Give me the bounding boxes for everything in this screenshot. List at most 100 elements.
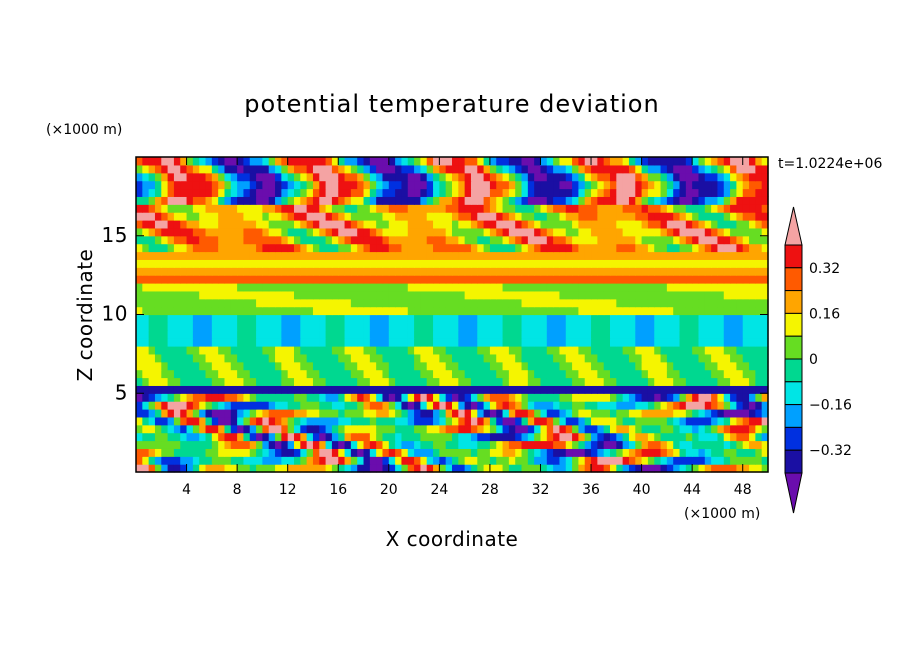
heatmap-cell [230,227,238,237]
heatmap-cell [692,361,700,371]
heatmap-cell [199,306,207,316]
heatmap-cell [230,330,238,339]
heatmap-cell [616,298,624,308]
heatmap-cell [205,456,213,465]
heatmap-cell [654,393,662,402]
heatmap-cell [584,440,592,449]
heatmap-cell [730,196,737,205]
heatmap-cell [148,227,156,237]
heatmap-cell [382,267,390,276]
heatmap-cell [148,361,156,371]
heatmap-cell [180,456,188,465]
heatmap-cell [496,401,504,410]
heatmap-cell [540,275,548,284]
heatmap-cell [325,283,333,292]
heatmap-cell [578,314,586,323]
heatmap-cell [540,330,548,339]
heatmap-cell [660,157,668,166]
heatmap-cell [363,227,371,237]
x-tick-label: 44 [683,482,701,498]
heatmap-cell [275,306,282,316]
heatmap-cell [616,235,624,245]
heatmap-cell [641,251,649,260]
heatmap-cell [641,212,649,221]
heatmap-cell [407,353,415,363]
heatmap-cell [685,346,693,355]
heatmap-cell [186,361,194,371]
heatmap-cell [237,275,245,284]
heatmap-cell [730,330,737,339]
heatmap-cell [755,361,763,371]
heatmap-cell [262,283,270,292]
heatmap-cell [306,353,314,363]
heatmap-cell [369,220,377,229]
heatmap-cell [420,298,428,308]
heatmap-cell [186,188,194,197]
heatmap-cell [281,267,289,276]
heatmap-cell [685,259,693,268]
heatmap-cell [679,314,687,323]
heatmap-cell [679,188,687,197]
heatmap-cell [426,306,434,316]
heatmap-cell [458,346,466,355]
heatmap-cell [224,338,232,347]
heatmap-cell [711,409,719,418]
heatmap-cell [483,322,491,331]
heatmap-cell [515,290,523,300]
heatmap-cell [723,180,731,190]
heatmap-cell [692,346,700,355]
heatmap-cell [761,440,769,449]
heatmap-cell [660,409,668,418]
heatmap-cell [325,275,333,284]
heatmap-cell [426,243,434,253]
heatmap-cell [597,220,605,229]
heatmap-cell [243,172,251,182]
heatmap-cell [553,369,561,379]
heatmap-cell [584,180,592,190]
heatmap-cell [654,172,662,182]
heatmap-cell [414,204,421,213]
heatmap-cell [704,188,712,197]
heatmap-cell [502,346,510,355]
heatmap-cell [357,204,365,213]
heatmap-cell [698,290,706,300]
heatmap-cell [458,251,466,260]
heatmap-cell [268,180,276,190]
heatmap-cell [546,377,554,386]
heatmap-cell [470,361,478,371]
heatmap-cell [192,330,200,339]
heatmap-cell [736,164,744,174]
heatmap-cell [572,275,579,284]
heatmap-cell [635,361,643,371]
heatmap-cell [382,180,390,190]
heatmap-cell [654,401,662,410]
heatmap-cell [262,385,270,394]
heatmap-cell [730,188,737,197]
heatmap-cell [154,385,162,394]
heatmap-cell [294,448,301,457]
heatmap-cell [736,259,744,268]
heatmap-cell [534,180,542,190]
heatmap-cell [262,235,270,245]
heatmap-cell [331,227,339,237]
heatmap-cell [622,424,630,434]
heatmap-cell [654,259,662,268]
heatmap-cell [704,212,712,221]
heatmap-cell [142,196,150,205]
heatmap-cell [572,448,579,457]
heatmap-cell [534,306,542,316]
heatmap-cell [622,306,630,316]
heatmap-cell [161,456,169,465]
heatmap-cell [420,196,428,205]
heatmap-cell [401,385,409,394]
heatmap-cell [502,409,510,418]
heatmap-cell [154,275,162,284]
heatmap-cell [243,212,251,221]
heatmap-cell [167,401,175,410]
heatmap-cell [249,196,257,205]
heatmap-cell [496,385,504,394]
heatmap-cell [407,330,415,339]
heatmap-cell [704,424,712,434]
heatmap-cell [192,464,200,473]
heatmap-cell [647,283,655,292]
